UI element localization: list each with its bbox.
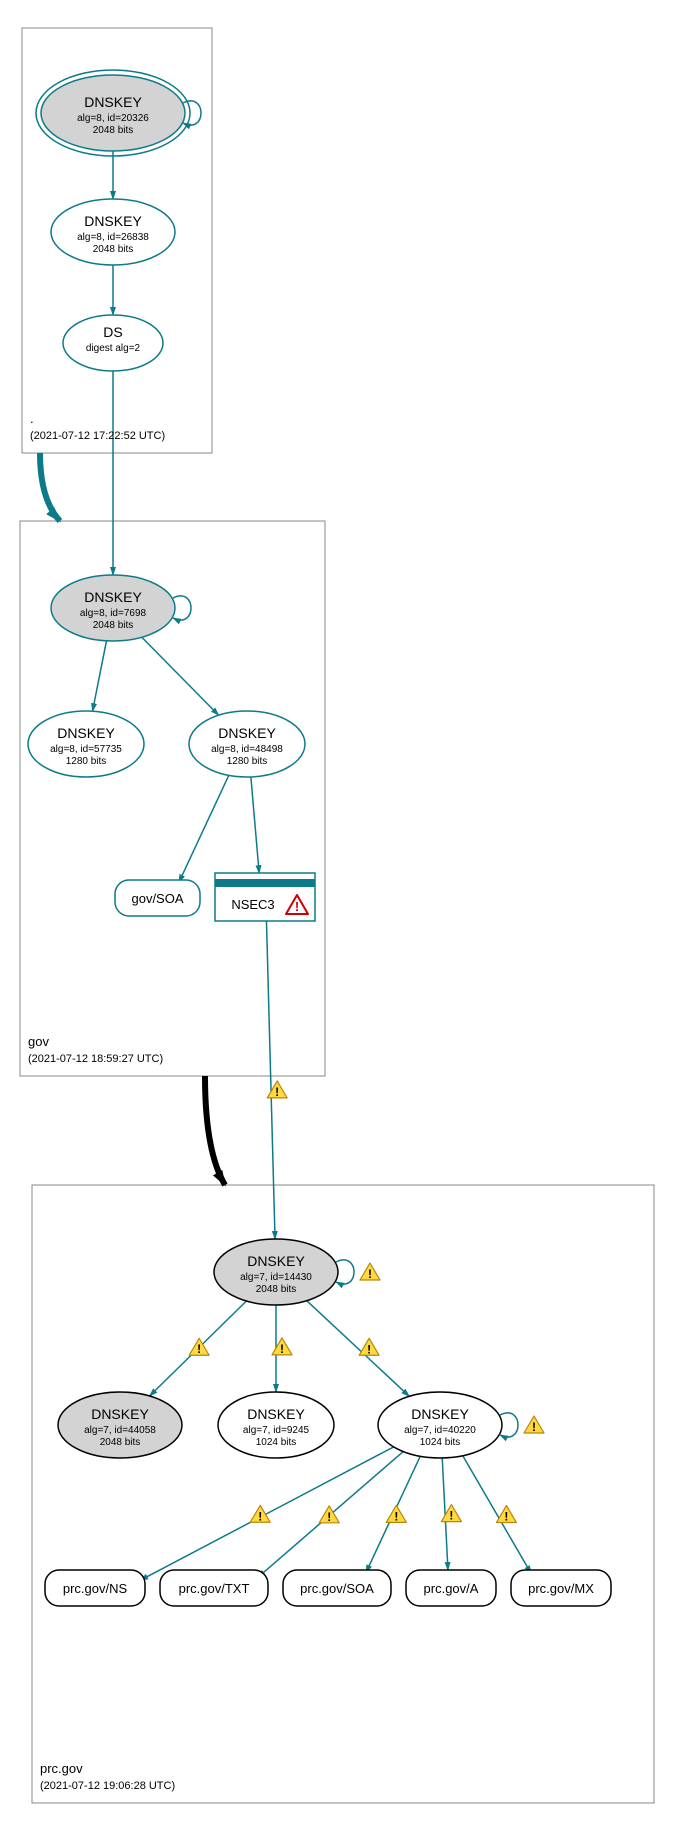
svg-text:!: ! [504,1510,508,1524]
svg-text:DNSKEY: DNSKEY [91,1406,149,1422]
svg-text:alg=8, id=57735: alg=8, id=57735 [50,744,122,755]
svg-text:prc.gov/SOA: prc.gov/SOA [300,1581,374,1596]
svg-text:alg=8, id=48498: alg=8, id=48498 [211,744,283,755]
svg-text:!: ! [449,1509,453,1523]
svg-text:alg=7, id=9245: alg=7, id=9245 [243,1425,310,1436]
svg-text:1024 bits: 1024 bits [256,1437,297,1448]
svg-text:prc.gov/A: prc.gov/A [424,1581,479,1596]
svg-text:alg=8, id=26838: alg=8, id=26838 [77,232,149,243]
svg-text:!: ! [258,1509,262,1523]
svg-text:prc.gov: prc.gov [40,1761,83,1776]
svg-text:.: . [30,411,34,426]
svg-text:!: ! [327,1510,331,1524]
svg-text:DNSKEY: DNSKEY [57,725,115,741]
dnssec-diagram: !!!!!!!!!DNSKEYalg=8, id=203262048 bitsD… [0,0,683,1833]
svg-text:2048 bits: 2048 bits [93,244,134,255]
svg-text:2048 bits: 2048 bits [100,1437,141,1448]
svg-text:!: ! [197,1342,201,1356]
svg-text:DNSKEY: DNSKEY [84,589,142,605]
svg-text:1024 bits: 1024 bits [420,1437,461,1448]
svg-text:2048 bits: 2048 bits [93,620,134,631]
svg-text:alg=8, id=7698: alg=8, id=7698 [80,608,147,619]
svg-text:DNSKEY: DNSKEY [411,1406,469,1422]
svg-text:!: ! [394,1509,398,1523]
svg-text:!: ! [295,899,299,914]
svg-text:!: ! [367,1342,371,1356]
svg-text:alg=8, id=20326: alg=8, id=20326 [77,113,149,124]
svg-text:DNSKEY: DNSKEY [84,94,142,110]
svg-text:!: ! [280,1342,284,1356]
svg-text:DNSKEY: DNSKEY [84,213,142,229]
svg-text:DNSKEY: DNSKEY [247,1406,305,1422]
svg-text:(2021-07-12 17:22:52 UTC): (2021-07-12 17:22:52 UTC) [30,430,165,442]
svg-text:(2021-07-12 19:06:28 UTC): (2021-07-12 19:06:28 UTC) [40,1780,175,1792]
svg-text:alg=7, id=40220: alg=7, id=40220 [404,1425,476,1436]
svg-text:prc.gov/TXT: prc.gov/TXT [179,1581,250,1596]
svg-text:DNSKEY: DNSKEY [247,1253,305,1269]
svg-text:prc.gov/MX: prc.gov/MX [528,1581,594,1596]
svg-text:digest alg=2: digest alg=2 [86,343,141,354]
svg-text:NSEC3: NSEC3 [231,897,274,912]
svg-text:alg=7, id=14430: alg=7, id=14430 [240,1272,312,1283]
svg-text:gov/SOA: gov/SOA [131,891,183,906]
svg-text:2048 bits: 2048 bits [93,125,134,136]
svg-text:!: ! [368,1267,372,1281]
svg-text:DNSKEY: DNSKEY [218,725,276,741]
svg-text:!: ! [532,1420,536,1434]
svg-text:gov: gov [28,1034,49,1049]
svg-text:1280 bits: 1280 bits [227,756,268,767]
svg-text:DS: DS [103,324,122,340]
svg-text:(2021-07-12 18:59:27 UTC): (2021-07-12 18:59:27 UTC) [28,1053,163,1065]
svg-text:prc.gov/NS: prc.gov/NS [63,1581,128,1596]
svg-text:alg=7, id=44058: alg=7, id=44058 [84,1425,156,1436]
svg-text:2048 bits: 2048 bits [256,1284,297,1295]
svg-text:!: ! [275,1085,279,1099]
svg-text:1280 bits: 1280 bits [66,756,107,767]
